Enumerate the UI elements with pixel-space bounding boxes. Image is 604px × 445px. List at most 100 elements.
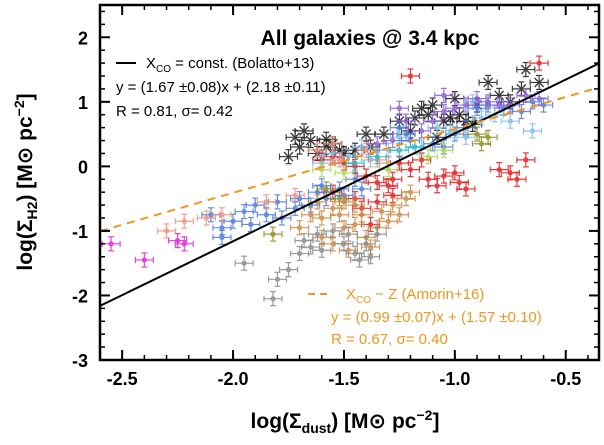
data-point [434,142,454,158]
data-point [196,210,217,226]
data-point [290,220,310,236]
data-point [467,126,487,142]
fit-stats-bolatto: R = 0.81, σ= 0.42 [116,103,233,120]
data-point [411,123,432,139]
data-point [201,207,221,223]
axis-ticks: -2.5 -2.0 -1.5 -1.0 -0.5 -3 -2 -1 0 1 2 [72,5,599,389]
data-point [389,207,409,223]
fit-line-amorin [100,86,599,233]
data-point [263,291,283,307]
data-point [427,178,447,194]
data-point [511,103,531,120]
y-tick-label: 2 [78,28,88,48]
data-point [267,271,288,287]
legend-amorin-label: XCO − Z (Amorin+16) [346,286,484,306]
data-point [278,262,299,278]
data-point [312,178,332,194]
data-point [389,129,409,145]
fit-equation-bolatto: y = (1.67 ±0.08)x + (2.18 ±0.11) [116,79,326,96]
data-point [323,223,343,239]
data-point [312,210,332,226]
data-point [445,100,465,116]
data-point [212,229,232,245]
data-point [174,213,194,229]
y-tick-label: 0 [78,157,88,177]
data-point [367,194,387,210]
data-point [307,142,327,158]
fit-line-bolatto [100,62,599,307]
fit-stats-amorin: R = 0.67, σ= 0.40 [331,331,448,348]
data-point [307,226,327,242]
data-point [334,165,354,181]
plot-frame [98,3,601,362]
data-point [507,171,527,187]
data-point [529,74,549,91]
data-point [516,61,536,78]
data-point [256,207,276,223]
x-tick-label: -1.0 [439,369,470,389]
data-point [352,139,372,155]
fit-equation-amorin: y = (0.99 ±0.07)x + (1.57 ±0.10) [331,309,542,326]
data-point [423,97,443,113]
data-point [522,123,543,139]
data-point [234,203,254,220]
data-point [400,68,421,84]
data-point [383,171,403,187]
data-point [338,226,358,242]
plot-marks [101,55,554,307]
data-point [356,126,376,142]
data-point [445,165,465,181]
data-point [489,161,509,178]
data-point [290,139,310,155]
data-point [168,232,188,249]
data-point [134,252,154,268]
data-point [329,207,350,223]
data-point [456,129,476,145]
data-point [500,113,520,129]
data-point [434,103,454,120]
data-point [400,184,421,200]
data-point [345,197,365,213]
data-point [301,239,321,255]
data-point [263,226,283,242]
data-point [434,87,454,103]
data-point [529,55,549,71]
x-tick-label: -2.0 [218,369,249,389]
data-point [478,74,498,91]
data-point [352,181,372,197]
data-point [156,223,177,239]
data-point [383,197,403,213]
x-tick-label: -2.5 [107,369,138,389]
data-point [396,113,416,129]
data-point [294,123,314,139]
data-point [256,194,276,210]
data-point [329,191,350,207]
data-point [285,187,305,204]
data-point [334,194,354,210]
y-tick-label: 1 [78,93,88,113]
x-tick-label: -1.5 [328,369,359,389]
legend-orange: XCO − Z (Amorin+16) y = (0.99 ±0.07)x + … [308,286,542,348]
data-point [434,168,454,184]
data-point [301,207,321,223]
data-point [234,255,254,271]
data-point [367,226,387,242]
data-point [423,113,443,129]
data-point [400,161,421,178]
data-point [174,236,194,252]
legend-black: XCO = const. (Bolatto+13) y = (1.67 ±0.0… [116,55,326,120]
data-point [278,149,299,165]
data-point [456,181,476,197]
data-point [389,100,409,116]
y-axis-label: log(ΣH2) [M⊙ pc−2] [11,93,40,270]
data-point [223,213,243,229]
data-point [367,149,387,165]
data-point [290,245,310,262]
legend-bolatto-label: XCO = const. (Bolatto+13) [146,55,314,75]
data-point [529,90,549,107]
data-point [312,242,332,258]
data-point [245,197,265,213]
chart-title: All galaxies @ 3.4 kpc [261,27,480,50]
x-axis-label: log(Σdust) [M⊙ pc−2] [251,407,440,436]
